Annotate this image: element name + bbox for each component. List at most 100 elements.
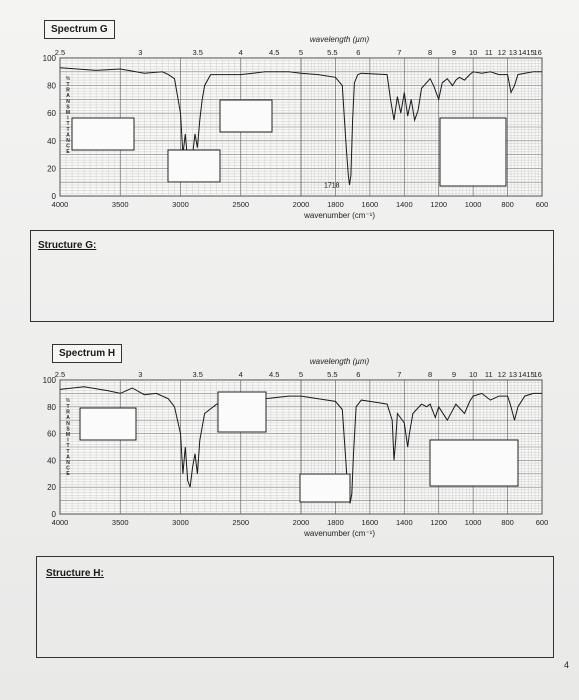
y-axis-label-letter: A (66, 93, 70, 99)
x-tick-label: 4000 (52, 200, 69, 209)
spectrum-g-title: Spectrum G (44, 20, 115, 39)
top-tick-label: 14 (518, 48, 526, 57)
x-tick-label: 600 (536, 518, 549, 527)
top-tick-label: 7 (397, 370, 401, 379)
peak-answer-box (429, 439, 519, 487)
x-tick-label: 1800 (327, 200, 344, 209)
y-axis-label-letter: N (66, 99, 70, 105)
top-tick-label: 10 (469, 48, 477, 57)
x-tick-label: 1000 (465, 200, 482, 209)
y-axis-label-letter: A (66, 454, 70, 460)
y-axis-label-letter: T (66, 449, 69, 455)
y-tick-label: 80 (47, 403, 56, 412)
top-tick-label: 5 (299, 370, 303, 379)
y-tick-label: 40 (47, 456, 56, 465)
top-tick-label: 11 (485, 370, 493, 379)
y-axis-label-letter: M (66, 110, 70, 116)
y-axis-label-letter: E (66, 149, 70, 155)
y-tick-label: 100 (43, 54, 57, 63)
y-tick-label: 0 (52, 192, 57, 201)
top-tick-label: 2.5 (55, 48, 65, 57)
y-axis-label-letter: S (66, 426, 70, 432)
peak-answer-box (167, 149, 221, 183)
top-tick-label: 16 (534, 370, 542, 379)
peak-answer-box (217, 391, 267, 433)
top-axis-label: wavelength (µm) (310, 357, 370, 366)
spectrum-h-title: Spectrum H (52, 344, 123, 363)
top-tick-label: 3 (138, 48, 142, 57)
y-axis-label-letter: C (66, 144, 70, 150)
y-axis-label-letter: N (66, 460, 70, 466)
y-tick-label: 80 (47, 82, 56, 91)
y-axis-label-letter: T (66, 443, 69, 449)
x-tick-label: 1600 (362, 518, 379, 527)
x-tick-label: 1400 (396, 518, 413, 527)
top-tick-label: 3.5 (192, 370, 202, 379)
top-tick-label: 8 (428, 48, 432, 57)
top-tick-label: 9 (452, 370, 456, 379)
top-tick-label: 16 (534, 48, 542, 57)
x-axis-label: wavenumber (cm⁻¹) (303, 529, 375, 538)
top-tick-label: 4 (239, 48, 243, 57)
peak-answer-box (299, 473, 351, 503)
y-axis-percent: % (66, 398, 71, 404)
top-tick-label: 5 (299, 48, 303, 57)
x-axis-label: wavenumber (cm⁻¹) (303, 211, 375, 220)
x-tick-label: 1400 (396, 200, 413, 209)
x-tick-label: 4000 (52, 518, 69, 527)
y-axis-label-letter: T (66, 404, 69, 410)
y-axis-label-letter: N (66, 138, 70, 144)
x-tick-label: 3500 (112, 518, 129, 527)
top-tick-label: 12 (498, 48, 506, 57)
y-axis-label-letter: T (66, 127, 69, 133)
top-tick-label: 12 (498, 370, 506, 379)
x-tick-label: 3000 (172, 200, 189, 209)
y-axis-label-letter: S (66, 104, 70, 110)
top-tick-label: 4.5 (269, 370, 279, 379)
top-tick-label: 5.5 (327, 370, 337, 379)
spectrum-line (59, 386, 542, 504)
y-axis-percent: % (66, 76, 71, 82)
top-tick-label: 6 (356, 48, 360, 57)
top-tick-label: 6 (356, 370, 360, 379)
top-axis-label: wavelength (µm) (310, 35, 370, 44)
y-axis-label-letter: T (66, 121, 69, 127)
structure-h-answer-box[interactable] (36, 556, 554, 658)
x-tick-label: 1200 (430, 200, 447, 209)
y-axis-label-letter: E (66, 471, 70, 477)
top-tick-label: 5.5 (327, 48, 337, 57)
x-tick-label: 2000 (293, 200, 310, 209)
x-tick-label: 3000 (172, 518, 189, 527)
y-axis-label-letter: A (66, 132, 70, 138)
y-axis-label-letter: R (66, 88, 70, 94)
x-tick-label: 600 (536, 200, 549, 209)
top-tick-label: 2.5 (55, 370, 65, 379)
x-tick-label: 2000 (293, 518, 310, 527)
x-tick-label: 1800 (327, 518, 344, 527)
y-axis-label-letter: I (67, 116, 69, 122)
x-tick-label: 1600 (362, 200, 379, 209)
y-tick-label: 100 (43, 376, 57, 385)
peak-answer-box (71, 117, 135, 151)
y-axis-label-letter: A (66, 415, 70, 421)
top-tick-label: 14 (518, 370, 526, 379)
top-tick-label: 11 (485, 48, 493, 57)
x-tick-label: 800 (501, 200, 514, 209)
top-tick-label: 4.5 (269, 48, 279, 57)
structure-g-label: Structure G: (38, 240, 97, 251)
top-tick-label: 15 (526, 370, 534, 379)
y-tick-label: 40 (47, 137, 56, 146)
y-axis-label-letter: R (66, 410, 70, 416)
top-tick-label: 3 (138, 370, 142, 379)
top-tick-label: 15 (526, 48, 534, 57)
peak-answer-box (79, 407, 137, 441)
top-tick-label: 3.5 (192, 48, 202, 57)
top-tick-label: 8 (428, 370, 432, 379)
y-axis-label-letter: I (67, 438, 69, 444)
x-tick-label: 1200 (430, 518, 447, 527)
y-axis-label-letter: T (66, 82, 69, 88)
y-tick-label: 60 (47, 109, 56, 118)
structure-g-answer-box[interactable] (30, 230, 554, 322)
top-tick-label: 9 (452, 48, 456, 57)
